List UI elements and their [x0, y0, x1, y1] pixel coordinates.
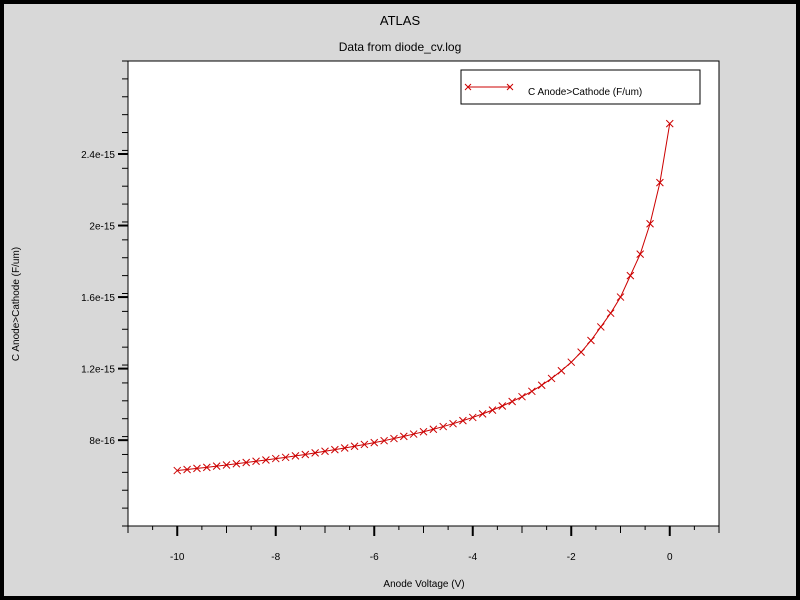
data-point-marker	[636, 250, 645, 259]
legend-marker-right	[506, 83, 514, 91]
x-tick-label: -8	[271, 552, 280, 563]
data-point-marker	[399, 432, 408, 441]
x-tick-label: -4	[468, 552, 477, 563]
y-tick-label: 2e-15	[89, 222, 115, 233]
data-point-marker	[449, 419, 457, 428]
data-point-marker	[202, 463, 211, 472]
data-point-marker	[478, 410, 487, 418]
data-point-marker	[271, 454, 280, 463]
x-tick-label: 0	[667, 552, 673, 563]
data-point-marker	[193, 464, 201, 473]
data-point-marker	[626, 271, 635, 280]
data-point-marker	[616, 293, 625, 301]
data-point-marker	[557, 366, 566, 375]
data-point-marker	[459, 416, 467, 425]
series-layer	[173, 119, 674, 475]
y-tick-label: 1.2e-15	[81, 365, 115, 376]
data-point-marker	[291, 452, 300, 460]
data-point-marker	[429, 425, 438, 434]
data-point-marker	[606, 309, 615, 318]
data-point-marker	[537, 381, 546, 390]
data-point-marker	[301, 450, 310, 459]
x-tick-label: -10	[170, 552, 185, 563]
data-point-marker	[350, 442, 359, 451]
legend-label: C Anode>Cathode (F/um)	[528, 87, 642, 98]
data-point-marker	[587, 336, 595, 345]
data-point-marker	[252, 457, 260, 466]
y-axis-label: C Anode>Cathode (F/um)	[11, 247, 22, 361]
data-point-marker	[419, 427, 428, 436]
y-tick-label: 1.6e-15	[81, 293, 115, 304]
x-axis-ticks: -10 -8 -6 -4 -2 0	[127, 526, 720, 563]
data-point-marker	[262, 456, 270, 464]
data-point-marker	[281, 453, 290, 462]
y-tick-label: 2.4e-15	[81, 150, 115, 161]
chart-svg: ATLAS Data from diode_cv.log 8e-16 1.2e-1…	[11, 13, 720, 590]
data-point-marker	[321, 447, 329, 456]
data-point-marker	[646, 219, 654, 228]
data-point-marker	[212, 462, 221, 470]
data-point-marker	[242, 458, 251, 467]
data-point-marker	[547, 374, 556, 383]
data-point-marker	[232, 459, 241, 468]
chart-window: ATLAS Data from diode_cv.log 8e-16 1.2e-1…	[4, 4, 796, 596]
data-point-marker	[468, 413, 477, 422]
y-axis-ticks: 8e-16 1.2e-15 1.6e-15 2e-15 2.4e-15	[81, 60, 128, 527]
data-point-marker	[527, 387, 536, 396]
data-point-marker	[311, 448, 320, 457]
plot-area	[127, 60, 720, 527]
data-point-marker	[577, 348, 585, 357]
data-point-marker	[340, 444, 349, 452]
chart-title: ATLAS	[380, 13, 421, 28]
data-point-marker	[222, 461, 231, 469]
legend: C Anode>Cathode (F/um)	[460, 69, 701, 105]
y-tick-label: 8e-16	[89, 436, 115, 447]
data-point-marker	[390, 434, 398, 443]
data-point-marker	[656, 178, 664, 187]
data-point-marker	[518, 392, 526, 401]
data-point-marker	[665, 119, 674, 128]
data-point-marker	[360, 440, 369, 449]
x-axis-label: Anode Voltage (V)	[383, 579, 464, 590]
data-point-marker	[380, 436, 388, 445]
x-tick-label: -2	[567, 552, 576, 563]
data-point-marker	[439, 422, 448, 431]
data-point-marker	[370, 438, 379, 447]
data-point-marker	[567, 358, 576, 367]
data-point-marker	[498, 402, 507, 410]
data-point-marker	[508, 397, 517, 406]
data-point-marker	[596, 323, 605, 331]
data-point-marker	[409, 430, 418, 438]
data-point-marker	[488, 406, 497, 414]
data-point-marker	[173, 466, 182, 475]
data-point-marker	[330, 445, 339, 454]
x-tick-label: -6	[370, 552, 379, 563]
chart-subtitle: Data from diode_cv.log	[339, 40, 462, 54]
legend-marker-left	[464, 83, 472, 91]
data-point-marker	[183, 465, 191, 474]
